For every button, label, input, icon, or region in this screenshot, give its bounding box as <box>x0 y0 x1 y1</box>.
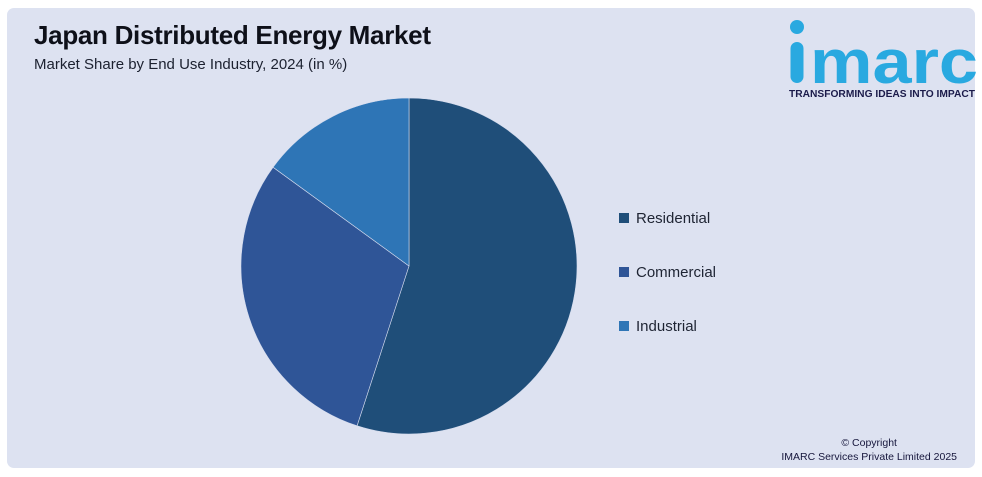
legend-label-commercial: Commercial <box>636 263 717 281</box>
pie-slice-residential <box>356 97 578 435</box>
logo-tagline-text: TRANSFORMING IDEAS INTO IMPACT <box>789 89 975 100</box>
copyright-line1: © Copyright <box>841 437 897 449</box>
copyright: © Copyright IMARC Services Private Limit… <box>781 436 957 464</box>
legend-item-commercial: Commercial <box>619 263 717 281</box>
legend: Residential Commercial Industrial <box>619 209 717 335</box>
chart-panel: Japan Distributed Energy Market Market S… <box>7 8 978 468</box>
imarc-logo-wordmark: marc <box>790 20 978 86</box>
legend-item-residential: Residential <box>619 209 716 227</box>
pie-slice-commercial <box>240 166 410 427</box>
logo-i-stem <box>790 42 804 83</box>
imarc-logo: marc TRANSFORMING IDEAS INTO IMPACT <box>788 14 980 100</box>
legend-label-industrial: Industrial <box>636 317 697 335</box>
page-subtitle: Market Share by End Use Industry, 2024 (… <box>34 56 348 73</box>
page-title: Japan Distributed Energy Market <box>34 20 431 50</box>
pie-slice-industrial <box>272 97 410 267</box>
copyright-line2: IMARC Services Private Limited 2025 <box>781 451 957 463</box>
pie-chart <box>240 97 578 435</box>
logo-wordmark-text: marc <box>810 28 978 86</box>
logo-i-dot-icon <box>790 20 804 34</box>
imarc-logo-tagline-svg: TRANSFORMING IDEAS INTO IMPACT <box>789 89 975 100</box>
legend-label-residential: Residential <box>636 209 711 227</box>
legend-swatch-residential <box>619 213 629 223</box>
legend-swatch-commercial <box>619 267 629 277</box>
legend-item-industrial: Industrial <box>619 317 716 335</box>
legend-swatch-industrial <box>619 321 629 331</box>
